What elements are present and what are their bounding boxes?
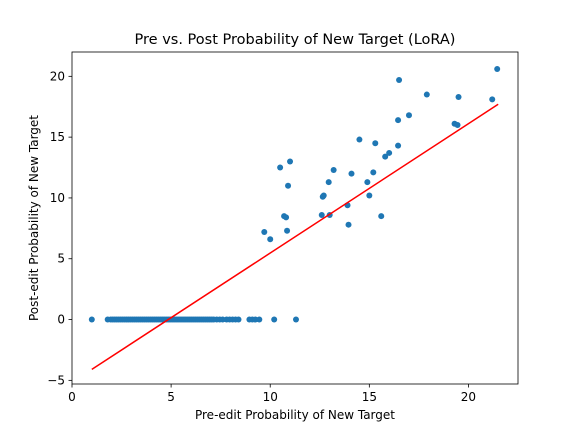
data-point	[287, 158, 294, 165]
data-marks	[88, 66, 501, 371]
data-point	[405, 112, 412, 119]
data-point	[235, 316, 242, 323]
data-point	[395, 117, 402, 124]
data-point	[489, 96, 496, 103]
y-tick-label: 5	[57, 252, 65, 266]
y-tick-label: 0	[57, 313, 65, 327]
data-point	[261, 228, 268, 235]
fit-line	[91, 103, 499, 371]
chart-title: Pre vs. Post Probability of New Target (…	[135, 32, 456, 48]
data-point	[267, 236, 274, 243]
x-tick-label: 20	[461, 390, 476, 404]
y-tick-label: 15	[50, 130, 65, 144]
data-point	[423, 91, 430, 98]
data-point	[292, 316, 299, 323]
data-point	[386, 149, 393, 156]
data-point	[454, 121, 461, 128]
data-point	[325, 179, 332, 186]
data-point	[356, 136, 363, 143]
x-tick-label: 0	[68, 390, 76, 404]
data-point	[318, 211, 325, 218]
data-point	[382, 153, 389, 160]
x-tick-label: 5	[167, 390, 175, 404]
x-axis-label: Pre-edit Probability of New Target	[195, 408, 395, 422]
data-point	[395, 142, 402, 149]
data-point	[277, 164, 284, 171]
data-point	[284, 227, 291, 234]
data-point	[348, 170, 355, 177]
y-axis-label: Post-edit Probability of New Target	[27, 115, 41, 321]
data-point	[330, 166, 337, 173]
data-point	[271, 316, 278, 323]
x-tick-label: 15	[362, 390, 377, 404]
x-tick-label: 10	[263, 390, 278, 404]
data-point	[283, 214, 290, 221]
data-point	[396, 76, 403, 83]
data-point	[319, 193, 326, 200]
y-tick-label: 20	[50, 69, 65, 83]
data-point	[494, 66, 501, 73]
data-point	[345, 221, 352, 228]
data-point	[378, 213, 385, 220]
data-point	[364, 179, 371, 186]
plot-area-frame	[71, 51, 519, 385]
data-point	[285, 182, 292, 189]
data-point	[455, 94, 462, 100]
y-tick-label: 10	[50, 191, 65, 205]
data-point	[366, 192, 373, 199]
data-point	[372, 140, 379, 147]
y-tick-label: −5	[47, 373, 65, 387]
data-point	[88, 316, 95, 323]
data-point	[256, 316, 263, 323]
data-point	[370, 169, 377, 176]
